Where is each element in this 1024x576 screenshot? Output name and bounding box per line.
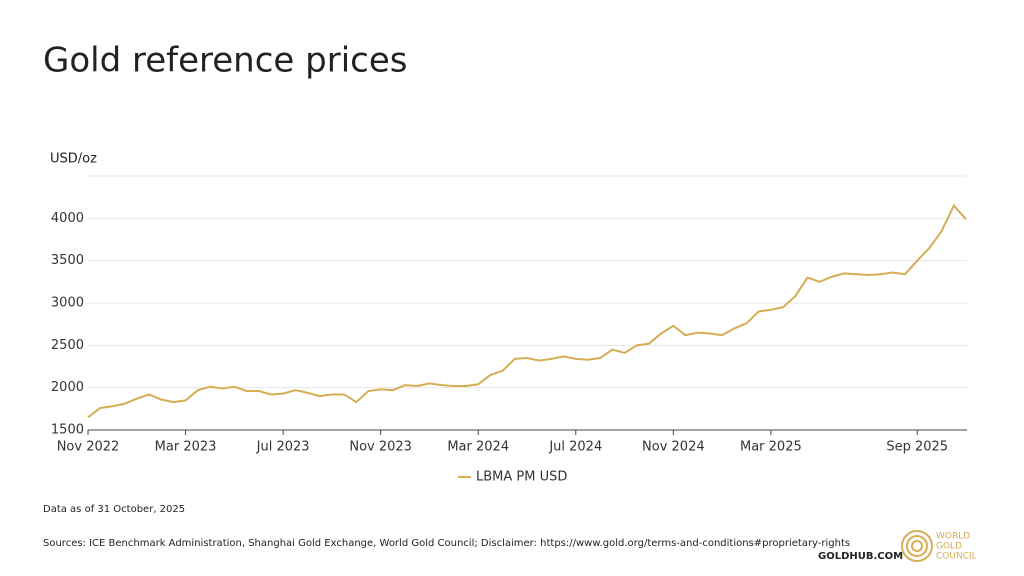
x-tick-label: Mar 2025 <box>740 440 802 455</box>
logo-text: GOLD <box>936 542 962 552</box>
x-tick-label: Mar 2023 <box>155 440 217 455</box>
x-tick-label: Sep 2025 <box>886 440 948 455</box>
y-tick-label: 3000 <box>51 296 84 311</box>
legend-label: LBMA PM USD <box>476 470 567 485</box>
x-tick-label: Jul 2023 <box>256 440 310 455</box>
logo-ring <box>911 540 923 552</box>
logo: WORLD GOLD COUNCIL <box>901 530 977 562</box>
logo-text: COUNCIL <box>936 552 977 562</box>
logo-text: WORLD <box>936 532 970 542</box>
y-tick-label: 2500 <box>51 338 84 353</box>
x-tick-label: Nov 2022 <box>57 440 120 455</box>
y-axis-label: USD/oz <box>50 152 97 167</box>
y-tick-label: 2000 <box>51 380 84 395</box>
chart-title: Gold reference prices <box>43 41 407 81</box>
y-tick-label: 3500 <box>51 253 84 268</box>
note: Data as of 31 October, 2025 <box>43 504 185 515</box>
x-tick-label: Jul 2024 <box>548 440 602 455</box>
site: GOLDHUB.COM <box>818 551 903 562</box>
logo-ring <box>906 535 928 557</box>
y-tick-label: 4000 <box>51 211 84 226</box>
line <box>87 203 967 419</box>
logo-ring <box>901 530 933 562</box>
y-tick-label: 1500 <box>51 423 84 438</box>
sources: Sources: ICE Benchmark Administration, S… <box>43 538 850 549</box>
x-tick-label: Nov 2024 <box>642 440 705 455</box>
x-tick-label: Nov 2023 <box>349 440 412 455</box>
x-tick-label: Mar 2024 <box>447 440 509 455</box>
